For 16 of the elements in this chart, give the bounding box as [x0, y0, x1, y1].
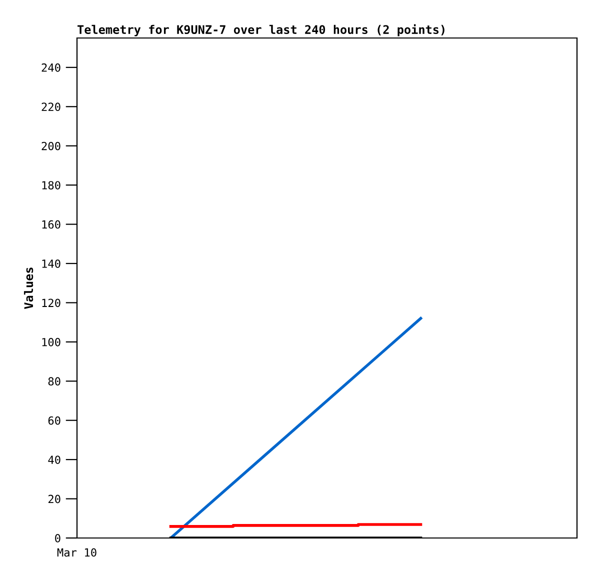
y-tick-label: 240 — [42, 63, 60, 72]
y-tick-label: 140 — [42, 259, 60, 268]
y-tick-label: 80 — [48, 377, 60, 386]
y-tick-label: 100 — [42, 338, 60, 346]
y-axis-title: Values — [24, 268, 34, 309]
y-tick-label: 180 — [42, 181, 60, 190]
y-tick-label: 220 — [42, 102, 60, 112]
y-tick-label: 40 — [48, 456, 60, 464]
y-tick-label: 0 — [55, 534, 60, 542]
chart-title: Telemetry for K9UNZ-7 over last 240 hours (2 points) — [78, 24, 444, 36]
text: Mar 10 — [57, 548, 96, 557]
y-tick-label: 60 — [48, 416, 60, 425]
y-tick-label: 120 — [42, 298, 60, 308]
y-tick-label: 20 — [48, 494, 60, 504]
y-tick-label: 160 — [42, 220, 60, 229]
y-tick-label: 200 — [42, 142, 60, 150]
